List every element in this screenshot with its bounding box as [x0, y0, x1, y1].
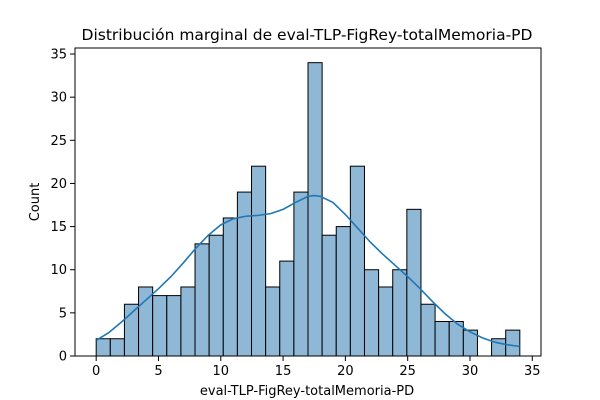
y-tick-label: 35 [50, 48, 67, 63]
x-axis-ticks: 0 5 10 15 20 25 30 35 [92, 356, 541, 379]
histogram-bar [307, 62, 323, 357]
y-tick-label: 0 [59, 350, 67, 365]
x-tick-label: 10 [213, 364, 230, 379]
histogram-bar [95, 338, 111, 357]
histogram-bar [180, 286, 196, 357]
y-tick-label: 5 [59, 306, 67, 321]
histogram-bar [434, 320, 450, 357]
histogram-bar [251, 165, 267, 357]
x-tick-label: 0 [92, 364, 100, 379]
histogram-bar [505, 329, 521, 357]
histogram-bar [166, 295, 182, 357]
histogram-bar [222, 217, 238, 357]
histogram-bar [152, 295, 168, 357]
histogram-bar [293, 191, 309, 357]
histogram-bar [194, 243, 210, 357]
x-axis-label: eval-TLP-FigRey-totalMemoria-PD [200, 384, 414, 399]
histogram-bar [109, 338, 125, 357]
histogram-bar [138, 286, 154, 357]
plot-frame [74, 47, 542, 357]
histogram-bar [265, 286, 281, 357]
histogram-bar [208, 234, 224, 357]
x-tick-label: 5 [154, 364, 162, 379]
histogram-bar [392, 269, 408, 357]
x-tick-label: 25 [399, 364, 416, 379]
histogram-bar [378, 286, 394, 357]
histogram-bar [279, 260, 295, 357]
y-tick-label: 25 [50, 134, 67, 149]
axes-frame [74, 47, 542, 357]
y-tick-label: 15 [50, 220, 67, 235]
histogram-bar [335, 226, 351, 357]
y-axis-label: Count [28, 183, 43, 222]
x-tick-label: 35 [524, 364, 541, 379]
histogram-bar [420, 303, 436, 357]
kde-curve [95, 194, 520, 348]
x-tick-label: 20 [337, 364, 354, 379]
chart-title: Distribución marginal de eval-TLP-FigRey… [82, 26, 533, 44]
histogram-bar [321, 234, 337, 357]
histogram-bars [95, 62, 521, 357]
x-tick-label: 15 [275, 364, 292, 379]
histogram-bar [363, 269, 380, 357]
histogram-bar [349, 165, 365, 357]
x-tick-label: 30 [462, 364, 479, 379]
y-axis-ticks: 0 5 10 15 20 25 30 35 [50, 48, 75, 365]
y-tick-label: 30 [50, 91, 67, 106]
y-tick-label: 20 [50, 177, 67, 192]
y-tick-label: 10 [50, 263, 67, 278]
